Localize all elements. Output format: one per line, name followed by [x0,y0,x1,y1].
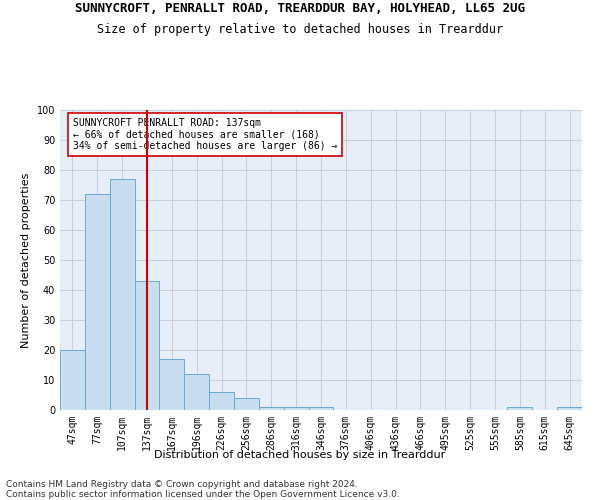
Bar [160,359,184,410]
Bar [308,407,334,410]
Y-axis label: Number of detached properties: Number of detached properties [21,172,31,348]
Text: Size of property relative to detached houses in Trearddur: Size of property relative to detached ho… [97,22,503,36]
Text: Contains HM Land Registry data © Crown copyright and database right 2024.
Contai: Contains HM Land Registry data © Crown c… [6,480,400,500]
Bar [110,179,134,410]
Text: Distribution of detached houses by size in Trearddur: Distribution of detached houses by size … [154,450,446,460]
Text: SUNNYCROFT, PENRALLT ROAD, TREARDDUR BAY, HOLYHEAD, LL65 2UG: SUNNYCROFT, PENRALLT ROAD, TREARDDUR BAY… [75,2,525,16]
Bar [209,392,234,410]
Bar [508,407,532,410]
Bar [60,350,85,410]
Bar [557,407,582,410]
Bar [234,398,259,410]
Bar [284,407,308,410]
Bar [184,374,209,410]
Bar [259,407,284,410]
Bar [134,281,160,410]
Text: SUNNYCROFT PENRALLT ROAD: 137sqm
← 66% of detached houses are smaller (168)
34% : SUNNYCROFT PENRALLT ROAD: 137sqm ← 66% o… [73,118,337,150]
Bar [85,194,110,410]
